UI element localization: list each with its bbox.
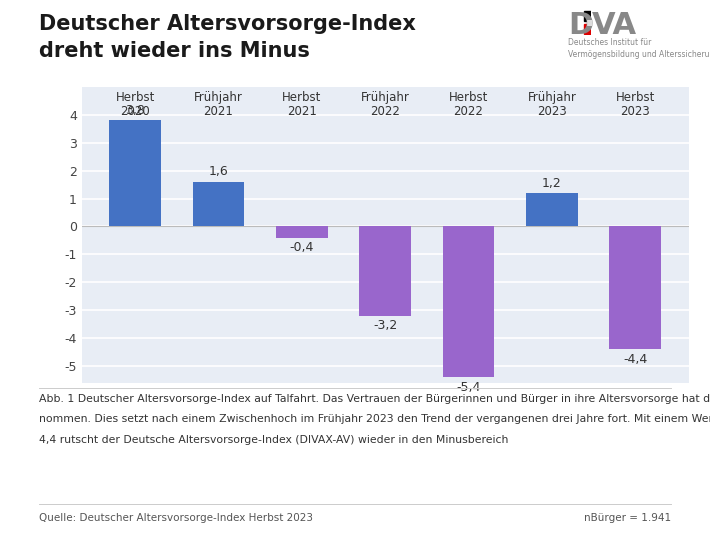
Bar (443, 226, 494, 377)
Text: Frühjahr: Frühjahr (528, 91, 577, 104)
Text: 1,2: 1,2 (542, 176, 562, 190)
Text: Frühjahr: Frühjahr (361, 91, 410, 104)
Text: 1,6: 1,6 (209, 166, 229, 179)
Text: nBürger = 1.941: nBürger = 1.941 (584, 513, 671, 523)
Text: 2022: 2022 (370, 105, 400, 118)
Bar (584, 23, 591, 34)
Text: 2021: 2021 (287, 105, 317, 118)
Text: -0,4: -0,4 (290, 241, 314, 254)
Text: Abb. 1 Deutscher Altersvorsorge-Index auf Talfahrt. Das Vertrauen der Bürgerinne: Abb. 1 Deutscher Altersvorsorge-Index au… (39, 394, 710, 403)
Text: Deutsches Institut für
Vermögensbildung und Alterssicherung: Deutsches Institut für Vermögensbildung … (568, 38, 710, 59)
Text: Herbst: Herbst (116, 91, 155, 104)
Text: 2023: 2023 (621, 105, 650, 118)
Text: 2023: 2023 (537, 105, 567, 118)
Text: dreht wieder ins Minus: dreht wieder ins Minus (39, 41, 310, 61)
Text: nommen. Dies setzt nach einem Zwischenhoch im Frühjahr 2023 den Trend der vergan: nommen. Dies setzt nach einem Zwischenho… (39, 414, 710, 424)
Bar (584, 10, 591, 21)
Text: Deutscher Altersvorsorge-Index: Deutscher Altersvorsorge-Index (39, 14, 416, 34)
Text: D: D (568, 11, 594, 40)
Text: Herbst: Herbst (449, 91, 488, 104)
Text: 2020: 2020 (120, 105, 150, 118)
Bar (526, 193, 578, 226)
Text: 2022: 2022 (454, 105, 484, 118)
Text: 4,4 rutscht der Deutsche Altersvorsorge-Index (DIVAX-AV) wieder in den Minusbere: 4,4 rutscht der Deutsche Altersvorsorge-… (39, 435, 508, 445)
Text: Frühjahr: Frühjahr (194, 91, 243, 104)
Text: ·: · (584, 11, 595, 40)
Bar (276, 226, 327, 238)
Text: 2021: 2021 (204, 105, 234, 118)
Text: -4,4: -4,4 (623, 352, 648, 365)
Text: 3,8: 3,8 (125, 104, 145, 117)
Text: -3,2: -3,2 (373, 319, 398, 332)
Bar (359, 226, 411, 316)
Text: VA: VA (591, 11, 637, 40)
Text: Herbst: Herbst (616, 91, 655, 104)
Text: Herbst: Herbst (282, 91, 322, 104)
Bar (192, 182, 244, 226)
Bar (109, 121, 161, 226)
Text: -5,4: -5,4 (457, 381, 481, 394)
Bar (609, 226, 661, 349)
Text: Quelle: Deutscher Altersvorsorge-Index Herbst 2023: Quelle: Deutscher Altersvorsorge-Index H… (39, 513, 313, 523)
